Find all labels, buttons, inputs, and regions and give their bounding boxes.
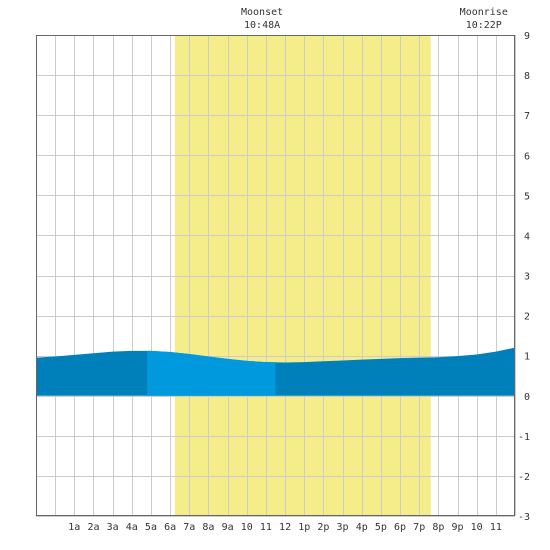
- x-tick-label: 11: [260, 522, 272, 533]
- x-tick-label: 1p: [298, 522, 310, 533]
- x-tick-label: 12: [279, 522, 291, 533]
- tide-area-highlight: [147, 350, 276, 396]
- x-tick-label: 8a: [202, 522, 214, 533]
- y-tick-label: 6: [524, 151, 530, 162]
- x-tick-label: 9p: [451, 522, 463, 533]
- daylight-layer: [174, 35, 431, 516]
- y-tick-label: 0: [524, 392, 530, 403]
- y-tick-label: -3: [518, 512, 530, 523]
- x-tick-label: 7a: [183, 522, 195, 533]
- y-tick-label: 1: [524, 352, 530, 363]
- x-tick-label: 2a: [87, 522, 99, 533]
- x-tick-label: 6a: [164, 522, 176, 533]
- y-tick-label: -1: [518, 432, 530, 443]
- x-tick-label: 6p: [394, 522, 406, 533]
- x-tick-label: 7p: [413, 522, 425, 533]
- y-tick-label: 3: [524, 272, 530, 283]
- y-tick-label: 7: [524, 111, 530, 122]
- x-tick-label: 5a: [145, 522, 157, 533]
- grid-layer: [36, 35, 516, 517]
- y-tick-label: 5: [524, 191, 530, 202]
- x-tick-label: 11: [490, 522, 502, 533]
- x-tick-label: 3p: [337, 522, 349, 533]
- y-tick-label: 8: [524, 71, 530, 82]
- moon-event-time: 10:48A: [244, 20, 280, 31]
- y-tick-labels: -3 -2 -1 0 1 2 3 4 5 6 7 8 9: [518, 31, 530, 523]
- daylight-band: [174, 35, 431, 516]
- y-tick-label: -2: [518, 472, 530, 483]
- tide-area-layer: [36, 347, 515, 396]
- x-tick-label: 5p: [375, 522, 387, 533]
- x-tick-label: 9a: [222, 522, 234, 533]
- x-tick-labels: 1a 2a 3a 4a 5a 6a 7a 8a 9a 10 11 12 1p 2p 3p 4p 5p 6p 7p 8p…: [68, 522, 502, 533]
- x-tick-label: 2p: [317, 522, 329, 533]
- x-tick-label: 1a: [68, 522, 80, 533]
- x-tick-label: 4p: [356, 522, 368, 533]
- x-tick-label: 3a: [107, 522, 119, 533]
- x-tick-label: 10: [471, 522, 483, 533]
- plot-frame: [36, 35, 515, 516]
- x-tick-label: 4a: [126, 522, 138, 533]
- plot-frame-layer: [36, 35, 515, 516]
- moon-event-label: Moonrise: [460, 7, 508, 18]
- moon-annotations: Moonset 10:48A Moonrise 10:22P: [241, 7, 508, 31]
- y-tick-label: 9: [524, 31, 530, 42]
- moon-event-time: 10:22P: [466, 20, 502, 31]
- moon-event-label: Moonset: [241, 7, 283, 18]
- y-tick-label: 4: [524, 231, 530, 242]
- y-tick-label: 2: [524, 312, 530, 323]
- x-tick-label: 10: [241, 522, 253, 533]
- x-tick-label: 8p: [432, 522, 444, 533]
